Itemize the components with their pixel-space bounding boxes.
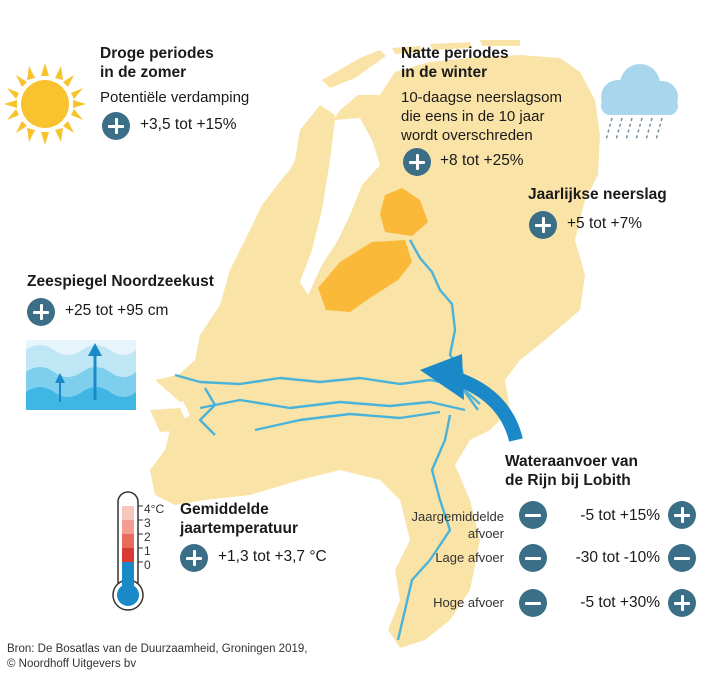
droog-plus-icon (102, 112, 130, 140)
source-line-2: © Noordhoff Uitgevers bv (7, 658, 137, 670)
row-lage-value: -30 tot -10% (575, 549, 660, 566)
source-note: Bron: De Bosatlas van de Duurzaamheid, G… (7, 642, 307, 672)
nat-title: Natte periodes in de winter (401, 44, 509, 82)
row-hoge-value: -5 tot +30% (580, 594, 660, 611)
row-jaargemiddelde-value: -5 tot +15% (580, 507, 660, 524)
nat-title-line-2: in de winter (401, 64, 488, 81)
temp-title: Gemiddelde jaartemperatuur (180, 500, 298, 538)
temp-scale-4: 4°C (144, 502, 165, 516)
row-hoge-plus-icon (668, 589, 696, 617)
droog-title: Droge periodes in de zomer (100, 44, 214, 82)
zeespiegel-plus-icon (27, 298, 55, 326)
wateraanvoer-title-line-2: de Rijn bij Lobith (505, 472, 631, 489)
zeespiegel-title: Zeespiegel Noordzeekust (27, 273, 214, 290)
nat-plus-icon (403, 148, 431, 176)
flow-arrow-icon (420, 354, 523, 442)
temp-plus-icon (180, 544, 208, 572)
source-line-1: Bron: De Bosatlas van de Duurzaamheid, G… (7, 643, 308, 655)
row-jaargemiddelde-label-1: Jaargemiddelde (411, 509, 504, 524)
ijsselmeer (300, 118, 380, 295)
nat-title-line-1: Natte periodes (401, 45, 509, 62)
delta-islands (150, 372, 205, 432)
nat-desc-line-3: wordt overschreden (401, 127, 533, 144)
row-hoge-label: Hoge afvoer (433, 595, 504, 610)
polder-noordoost (380, 188, 428, 236)
wadden-islands (322, 40, 520, 88)
wateraanvoer-title-line-1: Wateraanvoer van (505, 453, 638, 470)
temp-title-line-2: jaartemperatuur (180, 520, 299, 537)
neerslag-title: Jaarlijkse neerslag (528, 186, 667, 203)
wateraanvoer-title: Wateraanvoer van de Rijn bij Lobith (505, 452, 638, 490)
droog-subtitle: Potentiële verdamping (100, 89, 250, 106)
row-lage-minus-icon (519, 544, 547, 572)
nat-desc-line-1: 10-daagse neerslagsom (401, 89, 562, 106)
temp-scale-1: 1 (144, 544, 151, 558)
nat-desc-line-2: die eens in de 10 jaar (401, 108, 545, 125)
neerslag-plus-icon (529, 211, 557, 239)
temp-scale-3: 3 (144, 516, 151, 530)
droog-title-line-2: in de zomer (100, 64, 187, 81)
row-jaargemiddelde-label-2: afvoer (467, 526, 504, 541)
temp-scale-2: 2 (144, 530, 151, 544)
row-jaargemiddelde-minus-icon (519, 501, 547, 529)
nat-description: 10-daagse neerslagsom die eens in de 10 … (401, 88, 562, 145)
row-lage-label: Lage afvoer (435, 550, 504, 565)
row-lage-minus-right-icon (668, 544, 696, 572)
polder-flevoland (318, 240, 412, 312)
droog-title-line-1: Droge periodes (100, 45, 214, 62)
row-jaargemiddelde-plus-icon (668, 501, 696, 529)
temp-value: +1,3 tot +3,7 °C (218, 548, 327, 565)
temp-scale: 4°C 3 2 1 0 (144, 502, 164, 572)
row-hoge-minus-icon (519, 589, 547, 617)
neerslag-value: +5 tot +7% (567, 215, 642, 232)
temp-title-line-1: Gemiddelde (180, 501, 269, 518)
row-jaargemiddelde-label: Jaargemiddelde afvoer (380, 508, 504, 542)
land-area (150, 55, 600, 648)
nat-value: +8 tot +25% (440, 152, 524, 169)
zeespiegel-value: +25 tot +95 cm (65, 302, 169, 319)
temp-scale-0: 0 (144, 558, 151, 572)
droog-value: +3,5 tot +15% (140, 116, 237, 133)
north-holland (245, 105, 335, 300)
